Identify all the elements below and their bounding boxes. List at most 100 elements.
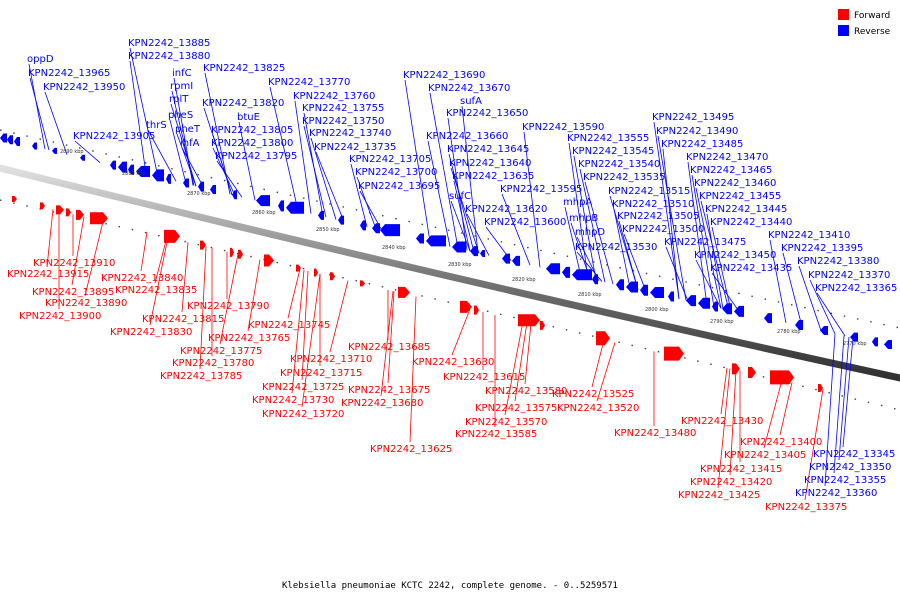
reverse-gene[interactable] (668, 291, 674, 302)
gene-label[interactable]: rplT (169, 94, 189, 105)
gene-label[interactable]: KPN2242_13890 (45, 298, 127, 309)
forward-gene[interactable] (314, 268, 318, 277)
gene-label[interactable]: KPN2242_13725 (262, 382, 344, 393)
gene-label[interactable]: KPN2242_13895 (32, 287, 114, 298)
reverse-gene[interactable] (338, 215, 344, 225)
gene-label[interactable]: KPN2242_13815 (142, 314, 224, 325)
reverse-gene[interactable] (372, 223, 380, 234)
gene-label[interactable]: KPN2242_13490 (656, 126, 738, 137)
gene-label[interactable]: KPN2242_13510 (612, 199, 694, 210)
gene-label[interactable]: KPN2242_13580 (485, 386, 567, 397)
gene-label[interactable]: KPN2242_13645 (447, 144, 529, 155)
forward-gene[interactable] (360, 280, 365, 287)
reverse-gene[interactable] (820, 325, 828, 335)
forward-gene[interactable] (12, 195, 17, 202)
gene-label[interactable]: KPN2242_13435 (710, 263, 792, 274)
reverse-gene[interactable] (232, 190, 237, 200)
gene-label[interactable]: KPN2242_13380 (797, 256, 879, 267)
gene-label[interactable]: KPN2242_13540 (578, 159, 660, 170)
gene-label[interactable]: KPN2242_13835 (115, 285, 197, 296)
gene-label[interactable]: KPN2242_13825 (203, 63, 285, 74)
gene-label[interactable]: mhpD (575, 227, 605, 238)
gene-label[interactable]: KPN2242_13625 (370, 444, 452, 455)
reverse-gene[interactable] (592, 274, 598, 285)
reverse-gene[interactable] (512, 255, 520, 266)
reverse-gene[interactable] (452, 241, 466, 253)
gene-label[interactable]: KPN2242_13910 (33, 258, 115, 269)
gene-label[interactable]: KPN2242_13880 (128, 51, 210, 62)
gene-label[interactable]: KPN2242_13710 (290, 354, 372, 365)
reverse-gene[interactable] (52, 147, 57, 154)
reverse-gene[interactable] (0, 133, 7, 143)
forward-gene[interactable] (164, 229, 180, 243)
forward-gene[interactable] (76, 209, 84, 220)
gene-label[interactable]: KPN2242_13355 (804, 475, 886, 486)
gene-label[interactable]: KPN2242_13720 (262, 409, 344, 420)
gene-label[interactable]: KPN2242_13375 (765, 502, 847, 513)
reverse-gene[interactable] (128, 164, 134, 175)
gene-label[interactable]: btuE (237, 112, 260, 123)
gene-label[interactable]: KPN2242_13505 (617, 211, 699, 222)
reverse-gene[interactable] (562, 266, 570, 278)
reverse-gene[interactable] (286, 201, 304, 214)
gene-label[interactable]: KPN2242_13820 (202, 98, 284, 109)
gene-label[interactable]: KPN2242_13595 (500, 184, 582, 195)
forward-gene[interactable] (66, 208, 71, 217)
gene-label[interactable]: KPN2242_13455 (699, 191, 781, 202)
gene-label[interactable]: pheT (175, 124, 201, 135)
gene-label[interactable]: mhpB (569, 213, 598, 224)
gene-label[interactable]: KPN2242_13640 (449, 158, 531, 169)
gene-label[interactable]: KPN2242_13430 (681, 416, 763, 427)
gene-label[interactable]: KPN2242_13630 (412, 357, 494, 368)
reverse-gene[interactable] (480, 249, 485, 257)
gene-label[interactable]: KPN2242_13790 (187, 301, 269, 312)
gene-label[interactable]: KPN2242_13905 (73, 131, 155, 142)
gene-label[interactable]: KPN2242_13680 (341, 398, 423, 409)
reverse-gene[interactable] (183, 178, 189, 188)
gene-label[interactable]: KPN2242_13635 (452, 171, 534, 182)
gene-label[interactable]: KPN2242_13840 (101, 273, 183, 284)
gene-label[interactable]: KPN2242_13500 (622, 224, 704, 235)
reverse-gene[interactable] (426, 235, 446, 247)
gene-label[interactable]: KPN2242_13570 (465, 417, 547, 428)
forward-gene[interactable] (56, 205, 64, 215)
gene-label[interactable]: KPN2242_13410 (768, 230, 850, 241)
reverse-gene[interactable] (14, 136, 20, 146)
gene-label[interactable]: sufC (449, 191, 471, 202)
gene-label[interactable]: KPN2242_13425 (678, 490, 760, 501)
reverse-gene[interactable] (616, 279, 624, 291)
gene-label[interactable]: KPN2242_13360 (795, 488, 877, 499)
forward-gene[interactable] (518, 314, 540, 327)
gene-label[interactable]: oppD (27, 54, 54, 65)
reverse-gene[interactable] (650, 286, 664, 298)
gene-label[interactable]: KPN2242_13470 (686, 152, 768, 163)
reverse-gene[interactable] (136, 166, 150, 178)
gene-label[interactable]: KPN2242_13400 (740, 437, 822, 448)
reverse-gene[interactable] (850, 332, 858, 342)
gene-label[interactable]: KPN2242_13365 (815, 283, 897, 294)
reverse-gene[interactable] (764, 313, 772, 324)
gene-label[interactable]: KPN2242_13885 (128, 38, 210, 49)
gene-label[interactable]: KPN2242_13370 (808, 270, 890, 281)
gene-label[interactable]: KPN2242_13480 (614, 428, 696, 439)
forward-gene[interactable] (770, 370, 794, 385)
gene-label[interactable]: KPN2242_13695 (358, 181, 440, 192)
gene-label[interactable]: KPN2242_13660 (426, 131, 508, 142)
gene-label[interactable]: KPN2242_13780 (172, 358, 254, 369)
gene-label[interactable]: KPN2242_13950 (43, 82, 125, 93)
gene-label[interactable]: KPN2242_13555 (567, 133, 649, 144)
gene-label[interactable]: KPN2242_13770 (268, 77, 350, 88)
gene-label[interactable]: pheS (168, 110, 193, 121)
gene-label[interactable]: infC (172, 68, 192, 79)
gene-label[interactable]: KPN2242_13530 (575, 242, 657, 253)
forward-gene[interactable] (460, 300, 472, 313)
reverse-gene[interactable] (698, 297, 710, 309)
gene-label[interactable]: KPN2242_13795 (215, 151, 297, 162)
reverse-gene[interactable] (640, 284, 648, 296)
gene-label[interactable]: KPN2242_13450 (694, 250, 776, 261)
reverse-gene[interactable] (470, 246, 478, 257)
reverse-gene[interactable] (166, 173, 171, 184)
gene-label[interactable]: KPN2242_13775 (180, 346, 262, 357)
gene-label[interactable]: KPN2242_13415 (700, 464, 782, 475)
forward-gene[interactable] (40, 202, 45, 210)
